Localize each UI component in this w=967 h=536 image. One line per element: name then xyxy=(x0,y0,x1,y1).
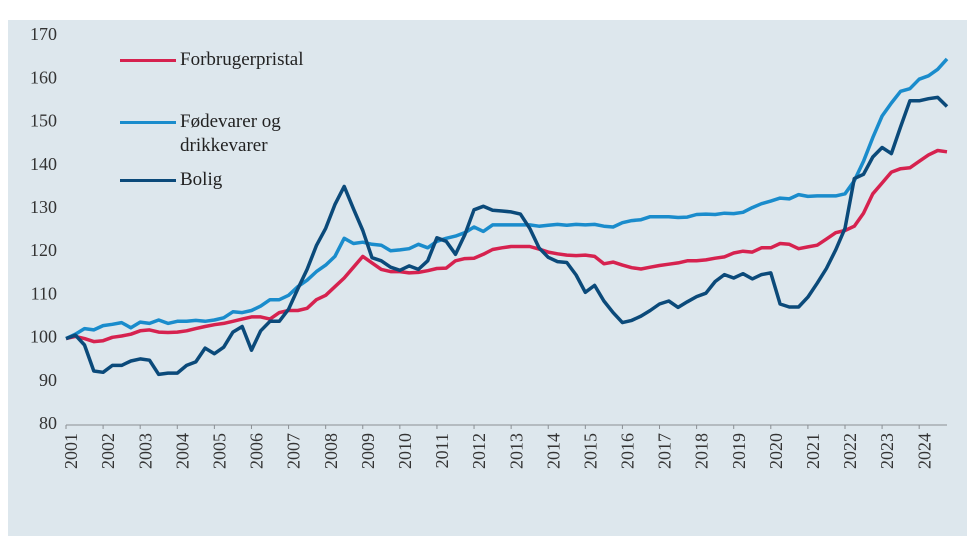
x-tick-label: 2023 xyxy=(877,433,897,469)
legend-label: Fødevarer og drikkevarer xyxy=(180,111,281,156)
y-tick-label: 150 xyxy=(30,111,57,131)
x-tick-label: 2009 xyxy=(358,433,378,469)
legend-swatch xyxy=(120,179,176,182)
series-line xyxy=(65,57,949,341)
x-tick-label: 2014 xyxy=(543,433,563,469)
x-tick-label: 2017 xyxy=(655,433,675,469)
y-tick-label: 160 xyxy=(30,67,57,87)
x-tick-label: 2021 xyxy=(803,433,823,469)
plot-background xyxy=(8,20,967,536)
y-tick-label: 140 xyxy=(30,154,57,174)
legend-label: Bolig xyxy=(180,169,223,190)
y-tick-label: 130 xyxy=(30,197,57,217)
legend-item: Bolig xyxy=(120,168,340,192)
x-tick-label: 2001 xyxy=(61,433,81,469)
x-tick-label: 2012 xyxy=(469,433,489,469)
legend-item: Forbrugerpristal xyxy=(120,48,340,72)
y-tick-label: 170 xyxy=(30,24,57,44)
y-tick-label: 80 xyxy=(39,413,57,433)
x-tick-label: 2015 xyxy=(580,433,600,469)
x-tick-label: 2016 xyxy=(618,433,638,469)
x-tick-label: 2011 xyxy=(432,433,452,468)
series-line xyxy=(65,95,949,377)
x-tick-label: 2020 xyxy=(766,433,786,469)
x-tick-label: 2013 xyxy=(506,433,526,469)
x-tick-label: 2019 xyxy=(729,433,749,469)
legend-label: Forbrugerpristal xyxy=(180,49,304,70)
x-tick-label: 2003 xyxy=(135,433,155,469)
y-tick-label: 100 xyxy=(30,327,57,347)
y-tick-label: 110 xyxy=(31,283,57,303)
y-tick-label: 120 xyxy=(30,240,57,260)
series-line xyxy=(65,148,948,344)
x-tick-label: 2018 xyxy=(692,433,712,469)
legend-item: Fødevarer og drikkevarer xyxy=(120,110,340,158)
x-tick-label: 2005 xyxy=(210,433,230,469)
x-tick-label: 2007 xyxy=(284,433,304,469)
legend-swatch xyxy=(120,121,176,124)
x-tick-label: 2010 xyxy=(395,433,415,469)
x-tick-label: 2002 xyxy=(98,433,118,469)
x-tick-label: 2024 xyxy=(914,433,934,469)
legend-swatch xyxy=(120,59,176,62)
x-tick-label: 2004 xyxy=(172,433,192,469)
x-tick-label: 2006 xyxy=(247,433,267,469)
x-tick-label: 2008 xyxy=(321,433,341,469)
y-tick-label: 90 xyxy=(39,370,57,390)
x-tick-label: 2022 xyxy=(840,433,860,469)
